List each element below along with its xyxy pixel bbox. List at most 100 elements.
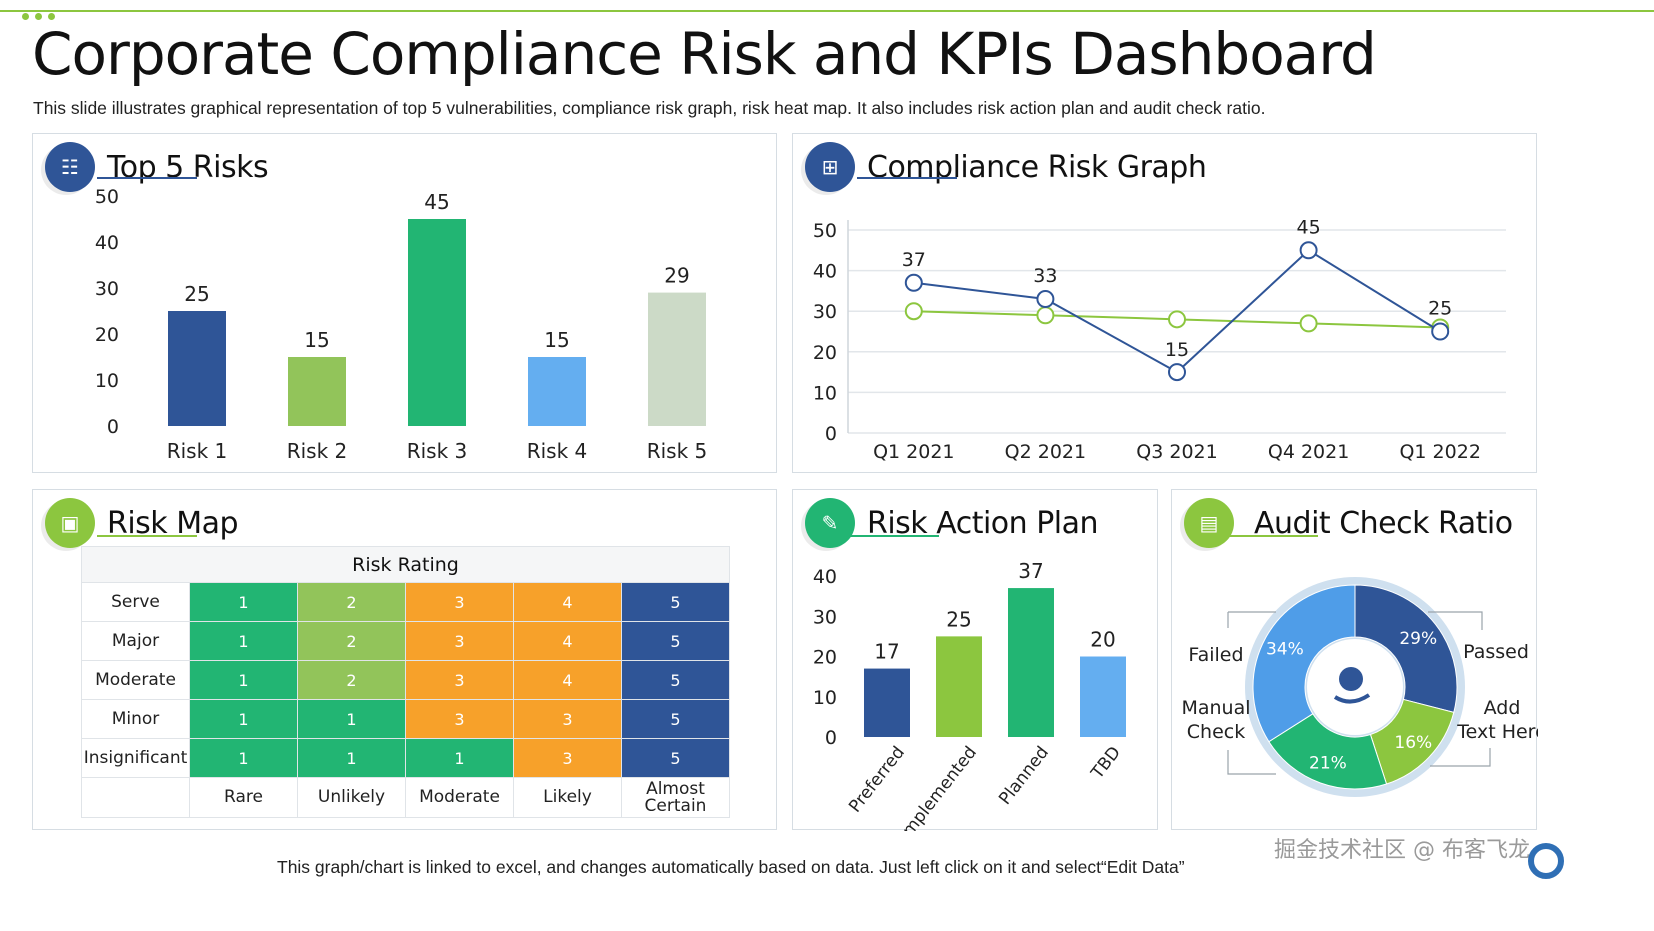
data-point	[1168, 310, 1186, 329]
data-label: 25	[946, 607, 971, 631]
y-tick-label: 20	[95, 324, 119, 346]
risk-action-plan-chart[interactable]: 0 10 20 30 40 17 Preferred 25 Implemented 37 Plann…	[793, 490, 1159, 831]
x-tick-label: Q3 2021	[1136, 441, 1217, 463]
y-tick-label: 30	[813, 301, 837, 323]
donut-slice	[1354, 584, 1458, 713]
callout-manual-line1: Manual	[1181, 697, 1250, 719]
data-point	[1431, 322, 1450, 341]
y-tick-label: 40	[95, 232, 119, 254]
risk-row-label: Insignificant	[81, 738, 190, 778]
risk-cell: 3	[405, 582, 514, 622]
callout-passed: Passed	[1463, 641, 1529, 663]
y-tick-label: 0	[107, 416, 119, 438]
x-tick-label: Risk 4	[527, 439, 588, 463]
risk-cell: 1	[189, 582, 298, 622]
data-label: 45	[1297, 216, 1321, 238]
x-tick-label: TBD	[1087, 743, 1125, 784]
callout-add-line1: Add	[1484, 697, 1521, 719]
data-label: 25	[184, 282, 209, 306]
risk-cell: 3	[513, 699, 622, 739]
data-label: 25	[1428, 298, 1452, 320]
bar	[864, 668, 910, 737]
bar	[936, 636, 982, 737]
data-point	[904, 273, 923, 292]
bar	[288, 357, 346, 426]
top5-risks-chart[interactable]: 0 10 20 30 40 50 25 Risk 1 15 Risk 2 45 Risk 3 15 Ris…	[33, 134, 778, 474]
risk-cell: 3	[405, 621, 514, 661]
y-tick-label: 0	[825, 727, 837, 749]
risk-cell: 4	[513, 660, 622, 700]
audit-check-ratio-panel: ▤ Audit Check Ratio 29% 16% 21% 34% Failed Pa…	[1171, 489, 1538, 831]
bar	[168, 311, 226, 426]
y-tick-label: 20	[813, 342, 837, 364]
analytics-chart-icon: ⊞	[805, 142, 855, 192]
donut-slice	[1252, 584, 1356, 743]
bar	[528, 357, 586, 426]
risk-cell: 1	[297, 699, 406, 739]
risk-cell: 3	[405, 660, 514, 700]
risk-cell: 1	[189, 699, 298, 739]
risk-row: Minor 1 1 3 3 5	[81, 699, 730, 739]
risk-cell: 2	[297, 660, 406, 700]
chart-edit-icon: ✎	[805, 498, 855, 548]
document-list-icon: ☷	[45, 142, 95, 192]
title-underline	[97, 177, 197, 179]
y-tick-label: 30	[813, 606, 837, 628]
data-label: 37	[1018, 559, 1043, 583]
y-tick-label: 10	[813, 382, 837, 404]
risk-row: Major 1 2 3 4 5	[81, 621, 730, 661]
data-point	[1168, 363, 1186, 382]
page-subtitle: This slide illustrates graphical represe…	[33, 98, 1266, 118]
title-underline	[849, 535, 939, 537]
callout-line	[1430, 748, 1491, 767]
audit-check-ratio-title: Audit Check Ratio	[1254, 505, 1513, 541]
risk-cell: 5	[621, 699, 730, 739]
callout-failed: Failed	[1188, 644, 1243, 666]
risk-cell: 2	[297, 621, 406, 661]
clipboard-icon: ▤	[1184, 498, 1234, 548]
y-tick-label: 50	[95, 186, 119, 208]
x-tick-label: Q1 2021	[873, 441, 954, 463]
page-title: Corporate Compliance Risk and KPIs Dashb…	[32, 20, 1377, 88]
likelihood-column-label: Moderate	[405, 777, 514, 818]
risk-map-panel: ▣ Risk Map Risk Rating Serve 1 2 3 4 5 Major 1 2…	[32, 489, 777, 830]
risk-cell: 5	[621, 582, 730, 622]
y-tick-label: 40	[813, 261, 837, 283]
title-underline	[1228, 535, 1318, 537]
risk-row: Serve 1 2 3 4 5	[81, 582, 730, 622]
risk-action-plan-title: Risk Action Plan	[867, 505, 1099, 541]
data-point	[1299, 314, 1318, 333]
data-label: 37	[902, 249, 926, 271]
bar	[408, 219, 466, 426]
risk-cell: 4	[513, 582, 622, 622]
y-tick-label: 0	[825, 423, 837, 445]
risk-cell: 1	[405, 738, 514, 778]
bar	[1080, 656, 1126, 737]
likelihood-column-label: Rare	[189, 777, 298, 818]
data-label: 15	[304, 328, 329, 352]
risk-cell: 1	[297, 738, 406, 778]
data-point	[904, 302, 923, 321]
x-tick-label: Q2 2021	[1005, 441, 1086, 463]
x-tick-label: Risk 3	[407, 439, 468, 463]
x-tick-label: Implemented	[895, 743, 980, 831]
data-label: 33	[1033, 265, 1057, 287]
bar	[1008, 588, 1054, 737]
y-tick-label: 40	[813, 566, 837, 588]
slice-label: 16%	[1394, 733, 1432, 753]
risk-row: Insignificant 1 1 1 3 5	[81, 738, 730, 778]
compliance-risk-chart[interactable]: 0 10 20 30 40 50 Q1 2021 Q2 2021 Q3 2021 Q4 2021 Q…	[793, 134, 1538, 474]
x-tick-label: Risk 1	[167, 439, 228, 463]
risk-row: Moderate 1 2 3 4 5	[81, 660, 730, 700]
y-tick-label: 50	[813, 220, 837, 242]
data-point	[1036, 306, 1055, 325]
callout-manual-line2: Check	[1187, 721, 1245, 743]
column-spacer	[81, 777, 190, 818]
risk-action-plan-panel: ✎ Risk Action Plan 0 10 20 30 40 17 Preferred 2…	[792, 489, 1159, 831]
callout-add-line2: Text Here	[1456, 721, 1538, 743]
gear-icon[interactable]	[1528, 843, 1564, 879]
data-label: 17	[874, 640, 899, 664]
risk-row-label: Moderate	[81, 660, 190, 700]
risk-cell: 1	[189, 621, 298, 661]
